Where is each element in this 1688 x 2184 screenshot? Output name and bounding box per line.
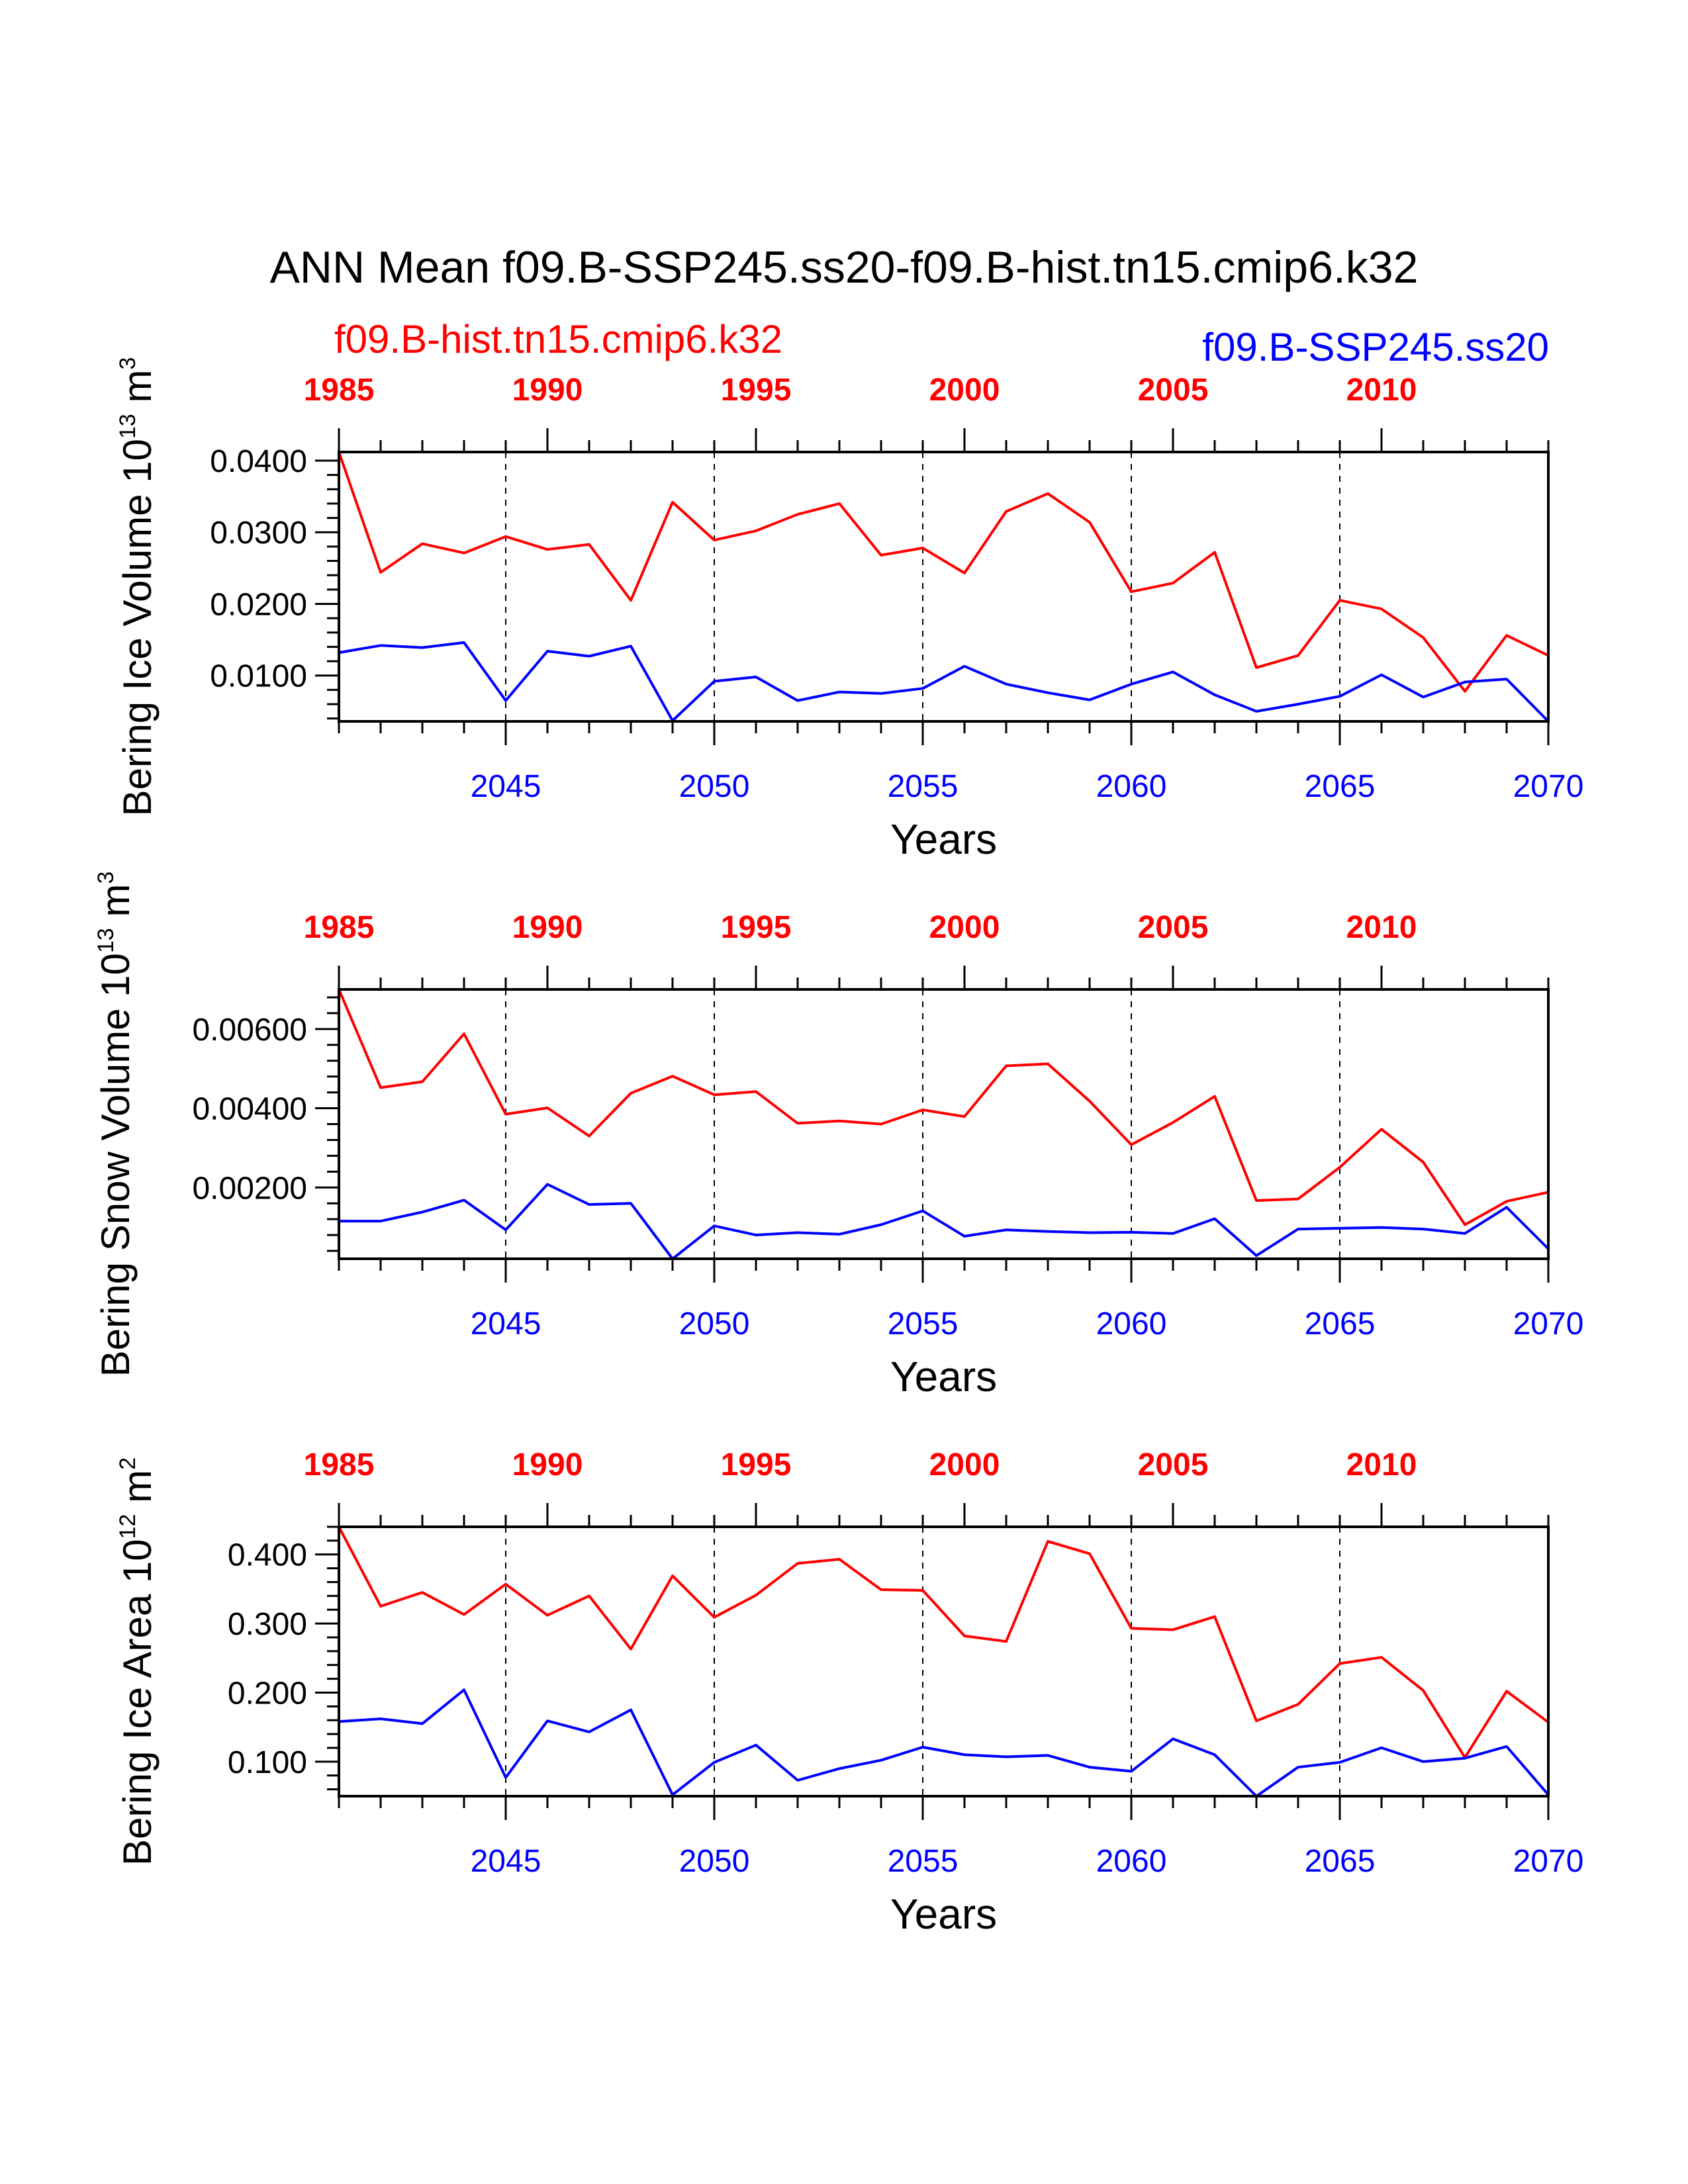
y-tick-label: 0.300 <box>228 1607 307 1642</box>
top-tick-label: 1990 <box>512 373 583 408</box>
y-tick-label: 0.100 <box>228 1745 307 1780</box>
y-axis-title: Bering Snow Volume 1013 m3 <box>93 872 138 1377</box>
y-tick-label: 0.400 <box>228 1538 307 1573</box>
y-tick-label: 0.0300 <box>210 516 307 551</box>
bottom-tick-label: 2070 <box>1513 1844 1584 1879</box>
x-axis-title: Years <box>890 1890 997 1938</box>
y-tick-label: 0.0100 <box>210 659 307 694</box>
bottom-tick-label: 2065 <box>1305 769 1376 804</box>
top-tick-label: 1990 <box>512 1447 583 1482</box>
figure-title: ANN Mean f09.B-SSP245.ss20-f09.B-hist.tn… <box>269 242 1419 293</box>
y-tick-label: 0.00200 <box>192 1171 307 1206</box>
ssp-series-line <box>338 641 1550 723</box>
top-tick-label: 2010 <box>1346 910 1417 945</box>
hist-series-line <box>338 1526 1550 1759</box>
bottom-tick-label: 2060 <box>1096 1844 1167 1879</box>
top-tick-label: 1985 <box>304 1447 375 1482</box>
bottom-tick-label: 2070 <box>1513 769 1584 804</box>
top-tick-label: 1990 <box>512 910 583 945</box>
hist-case-label: f09.B-hist.tn15.cmip6.k32 <box>334 317 783 361</box>
bottom-tick-label: 2050 <box>679 769 750 804</box>
top-tick-label: 2000 <box>929 910 1000 945</box>
y-axis-title: Bering Ice Area 1012 m2 <box>115 1457 160 1866</box>
top-tick-label: 2010 <box>1346 373 1417 408</box>
top-tick-label: 2005 <box>1138 1447 1209 1482</box>
top-tick-label: 1995 <box>721 373 792 408</box>
y-tick-label: 0.00600 <box>192 1013 307 1048</box>
x-axis-title: Years <box>890 815 997 863</box>
y-tick-label: 0.0200 <box>210 587 307 622</box>
top-tick-label: 2010 <box>1346 1447 1417 1482</box>
plot-frame <box>338 451 1550 723</box>
top-tick-label: 2005 <box>1138 910 1209 945</box>
y-tick-label: 0.00400 <box>192 1092 307 1127</box>
plot-frame <box>338 988 1550 1260</box>
bottom-tick-label: 2045 <box>471 769 541 804</box>
bottom-tick-label: 2055 <box>888 769 959 804</box>
bottom-tick-label: 2055 <box>888 1844 959 1879</box>
y-axis-title: Bering Ice Volume 1013 m3 <box>115 357 160 817</box>
x-axis-title: Years <box>890 1353 997 1400</box>
ssp-case-label: f09.B-SSP245.ss20 <box>1202 325 1549 369</box>
bottom-tick-label: 2070 <box>1513 1306 1584 1342</box>
y-tick-label: 0.200 <box>228 1676 307 1711</box>
bottom-tick-label: 2045 <box>471 1844 541 1879</box>
bottom-tick-label: 2050 <box>679 1844 750 1879</box>
top-tick-label: 1995 <box>721 910 792 945</box>
hist-series-line <box>338 451 1549 693</box>
top-tick-label: 1985 <box>304 373 375 408</box>
ssp-series-line <box>338 1688 1550 1797</box>
top-tick-label: 2000 <box>929 373 1000 408</box>
plot-frame <box>338 1525 1550 1797</box>
hist-series-line <box>338 989 1549 1226</box>
bottom-tick-label: 2060 <box>1096 1306 1167 1342</box>
top-tick-label: 2005 <box>1138 373 1209 408</box>
top-tick-label: 1985 <box>304 910 375 945</box>
bottom-tick-label: 2055 <box>888 1306 959 1342</box>
bottom-tick-label: 2065 <box>1305 1306 1376 1342</box>
bottom-tick-label: 2045 <box>471 1306 541 1342</box>
bottom-tick-label: 2050 <box>679 1306 750 1342</box>
top-tick-label: 1995 <box>721 1447 792 1482</box>
ssp-series-line <box>339 1183 1550 1260</box>
y-tick-label: 0.0400 <box>210 444 307 479</box>
bottom-tick-label: 2065 <box>1305 1844 1376 1879</box>
top-tick-label: 2000 <box>929 1447 1000 1482</box>
bottom-tick-label: 2060 <box>1096 769 1167 804</box>
